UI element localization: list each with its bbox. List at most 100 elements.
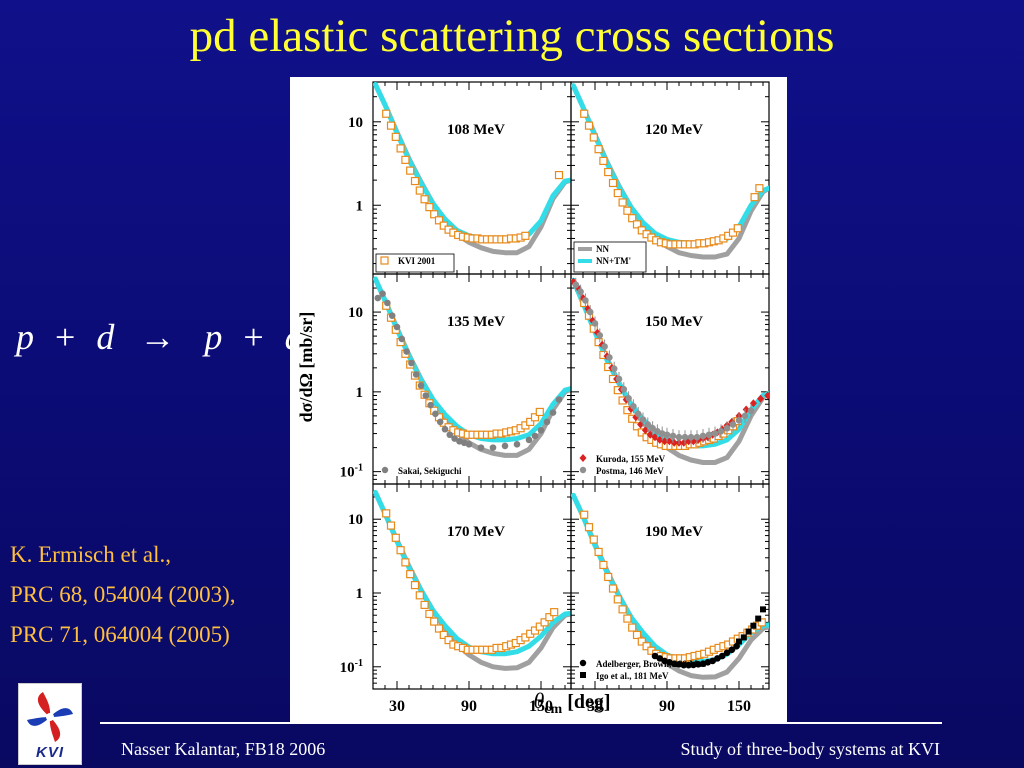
data-point-adelberger: [690, 661, 697, 669]
data-point-sakai: [388, 312, 396, 320]
data-point-kvi2001: [628, 623, 637, 632]
data-point-kuroda: [641, 426, 649, 435]
data-point-sakai: [446, 431, 454, 439]
data-point-postma: [577, 288, 584, 296]
legend-label: Igo et al., 181 MeV: [596, 671, 669, 681]
data-point-sakai: [398, 335, 406, 343]
data-point-kvi2001: [535, 622, 544, 631]
panel-energy-label: 190 MeV: [645, 524, 703, 540]
equation-p1: p: [16, 317, 35, 357]
equation-d1: d: [96, 317, 116, 357]
panel-energy-label: 150 MeV: [645, 314, 703, 330]
data-point-igo: [760, 606, 766, 613]
legend-label: NN+TM': [596, 256, 631, 266]
panel-legend: Sakai, Sekiguchi: [381, 466, 462, 476]
data-point-sakai: [408, 359, 415, 367]
data-point-postma: [572, 281, 580, 289]
data-point-kvi2001: [415, 186, 424, 195]
panel-plot-area: [373, 82, 571, 256]
data-point-kvi2001: [623, 614, 632, 623]
data-point-kvi2001: [382, 109, 391, 118]
data-point-kvi2001: [434, 216, 444, 225]
panel-plot-area: [571, 83, 769, 260]
data-point-kvi2001: [401, 558, 410, 567]
y-tick-label: 10-1: [340, 658, 363, 676]
data-point-adelberger: [728, 646, 736, 654]
y-tick-label: 10: [348, 115, 363, 131]
y-tick-label: 10: [348, 512, 363, 528]
data-point-sakai: [412, 371, 420, 378]
x-axis-label-subscript: cm: [544, 702, 562, 717]
data-point-igo: [750, 622, 757, 629]
data-point-adelberger: [733, 642, 740, 650]
data-point-kvi2001: [584, 121, 594, 130]
x-axis-label-unit: [deg]: [562, 691, 610, 713]
panel-energy-label: 170 MeV: [447, 524, 505, 540]
data-point-sakai: [465, 441, 473, 448]
data-point-kvi2001: [589, 133, 598, 142]
data-point-sakai: [403, 348, 410, 355]
data-point-kvi2001: [589, 535, 598, 544]
x-tick-label: 150: [529, 698, 553, 715]
data-point-kvi2001: [425, 609, 434, 619]
data-point-postma: [591, 320, 599, 327]
reaction-equation: p + d → p + d: [16, 316, 304, 358]
equation-plus2: +: [243, 317, 265, 357]
panel-190-mev: 190 MeV Adelberger, Brown, 198 MeV Igo et …: [570, 483, 770, 690]
data-point-kvi2001: [642, 642, 651, 651]
x-tick-label: 30: [587, 698, 603, 715]
data-point-kvi2001: [584, 523, 594, 532]
data-point-kvi2001: [637, 637, 646, 646]
panel-legend: NN NN+TM': [573, 241, 647, 273]
data-point-kvi2001: [439, 630, 448, 640]
data-point-sakai: [451, 435, 458, 442]
data-point-postma: [582, 297, 589, 304]
x-tick-label: 90: [659, 698, 675, 715]
data-point-kvi2001: [386, 121, 396, 130]
data-point-sakai: [477, 444, 485, 451]
data-point-kvi2001: [613, 595, 622, 604]
equation-arrow: →: [139, 317, 177, 357]
panel-frame: [372, 273, 572, 485]
y-tick-label: 10: [348, 305, 363, 321]
data-point-sakai: [436, 418, 444, 426]
legend-label: KVI 2001: [398, 256, 436, 266]
cross-section-figure: 10 1 108 MeV KVI 2001 120 MeV NN NN+TM' 10 1 10-1…: [290, 77, 787, 723]
data-point-kvi2001: [728, 228, 738, 237]
data-point-kvi2001: [750, 193, 759, 202]
data-point-postma: [735, 417, 743, 424]
data-point-postma: [723, 424, 731, 432]
data-point-sakai: [374, 294, 382, 302]
data-point-adelberger: [694, 661, 702, 668]
data-point-kvi2001: [755, 184, 764, 193]
data-point-kvi2001: [386, 521, 396, 530]
reference-line-1: K. Ermisch et al.,: [10, 542, 171, 567]
data-point-igo: [740, 634, 747, 641]
data-point-kvi2001: [580, 510, 589, 519]
legend-marker: [381, 466, 389, 474]
legend-label: Adelberger, Brown, 198 MeV: [596, 659, 709, 669]
data-point-igo: [736, 638, 742, 645]
data-point-postma: [669, 432, 677, 440]
curve-nn: [571, 492, 769, 680]
panel-plot-area: [373, 490, 571, 671]
data-point-postma: [693, 433, 701, 441]
data-point-kvi2001: [526, 417, 535, 427]
data-point-kvi2001: [554, 170, 564, 180]
data-point-postma: [729, 421, 737, 428]
data-point-kvi2001: [391, 132, 400, 141]
data-point-kvi2001: [594, 547, 603, 557]
panel-120-mev: 120 MeV NN NN+TM': [570, 81, 770, 275]
data-point-kuroda: [680, 438, 688, 447]
data-point-kvi2001: [530, 413, 540, 422]
data-point-kvi2001: [430, 210, 439, 219]
y-tick-exponent: -1: [355, 658, 363, 669]
legend-label: Kuroda, 155 MeV: [596, 454, 666, 464]
panel-energy-label: 135 MeV: [447, 314, 505, 330]
data-point-kuroda: [661, 437, 669, 446]
data-point-kvi2001: [632, 630, 642, 640]
panel-legend: Kuroda, 155 MeV Postma, 146 MeV: [579, 454, 666, 476]
panel-plot-area: [373, 276, 571, 458]
data-point-sakai: [531, 432, 539, 440]
